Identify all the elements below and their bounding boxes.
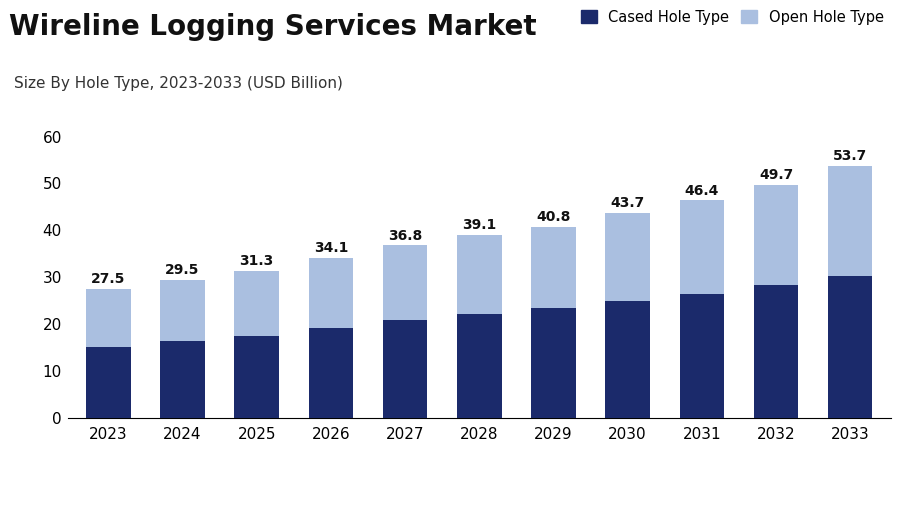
Text: 36.8: 36.8 xyxy=(388,229,422,242)
Text: 49.7: 49.7 xyxy=(759,168,793,182)
Text: 29.5: 29.5 xyxy=(166,263,200,277)
Legend: Cased Hole Type, Open Hole Type: Cased Hole Type, Open Hole Type xyxy=(580,10,884,25)
Text: 39.1: 39.1 xyxy=(462,218,497,232)
Bar xyxy=(606,301,650,418)
Text: 40.8: 40.8 xyxy=(536,210,571,224)
Bar xyxy=(234,336,279,418)
Text: MarketResearch: MarketResearch xyxy=(625,468,789,486)
Text: $53.7B: $53.7B xyxy=(403,474,518,502)
Bar xyxy=(457,235,501,314)
Text: 43.7: 43.7 xyxy=(610,196,644,210)
Text: Wireline Logging Services Market: Wireline Logging Services Market xyxy=(9,13,536,41)
Text: biz: biz xyxy=(840,466,856,476)
Text: WIDE RANGE OF GLOBAL MARKET REPORTS: WIDE RANGE OF GLOBAL MARKET REPORTS xyxy=(625,500,808,509)
Text: The forecasted market: The forecasted market xyxy=(270,468,421,481)
Bar xyxy=(828,276,872,418)
Bar xyxy=(531,227,576,308)
Text: At the CAGR of:: At the CAGR of: xyxy=(14,498,118,511)
Text: 27.5: 27.5 xyxy=(91,272,125,286)
Text: size for 2033 in USD: size for 2033 in USD xyxy=(270,498,404,511)
Bar xyxy=(234,271,279,336)
Bar xyxy=(160,280,204,341)
Text: 46.4: 46.4 xyxy=(685,184,719,198)
Bar xyxy=(382,320,428,418)
Bar xyxy=(86,347,130,418)
Bar xyxy=(309,328,353,418)
Text: 34.1: 34.1 xyxy=(314,241,348,255)
Text: 53.7: 53.7 xyxy=(833,149,868,163)
Bar xyxy=(457,314,501,418)
Bar xyxy=(160,341,204,418)
Text: ✓: ✓ xyxy=(590,472,613,500)
Bar xyxy=(86,289,130,347)
Text: 7.1%: 7.1% xyxy=(130,474,211,502)
Bar xyxy=(753,185,798,285)
Text: Size By Hole Type, 2023-2033 (USD Billion): Size By Hole Type, 2023-2033 (USD Billio… xyxy=(14,76,342,92)
Bar xyxy=(309,258,353,328)
Bar xyxy=(531,308,576,418)
Bar xyxy=(680,294,724,418)
Bar xyxy=(382,246,428,320)
Bar xyxy=(680,200,724,294)
Bar xyxy=(828,166,872,276)
Bar xyxy=(753,285,798,418)
Text: 31.3: 31.3 xyxy=(239,255,274,268)
Text: The Market will Grow: The Market will Grow xyxy=(14,468,155,481)
Bar xyxy=(606,213,650,301)
